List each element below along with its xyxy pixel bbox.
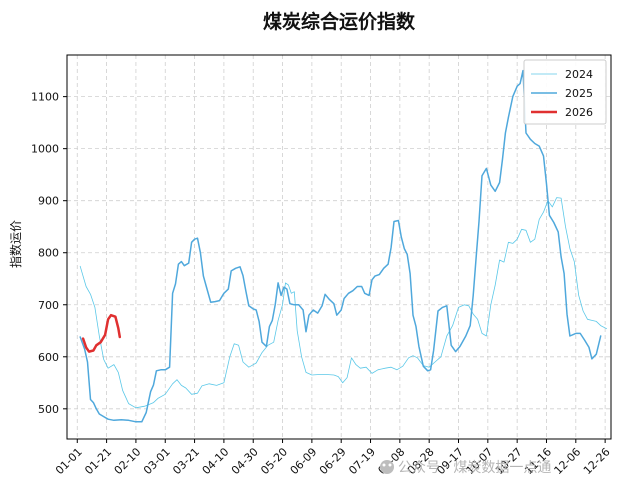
legend-label-2024: 2024	[565, 68, 593, 81]
legend: 2024 2025 2026	[523, 59, 607, 125]
x-tick-label: 04-30	[229, 445, 261, 477]
series-line-2024	[79, 197, 607, 409]
x-tick-label: 12-06	[552, 445, 584, 477]
watermark-logo-eye-icon	[382, 463, 386, 467]
series-line-2026	[81, 313, 122, 353]
plot-frame	[66, 54, 612, 440]
legend-box	[523, 59, 607, 125]
y-tick-label: 1000	[31, 143, 59, 156]
watermark-text: 公众号 · 煤炭数据一点通	[398, 460, 551, 476]
x-tick-label: 03-01	[141, 445, 173, 477]
series-line-2025	[79, 69, 602, 423]
y-tick-label: 600	[38, 351, 59, 364]
watermark-logo-icon	[380, 460, 394, 474]
chart-title: 煤炭综合运价指数	[263, 10, 416, 33]
x-tick-label: 04-10	[200, 445, 232, 477]
y-tick-label: 500	[38, 403, 59, 416]
x-tick-label: 03-21	[170, 445, 202, 477]
x-tick-label: 07-19	[346, 445, 378, 477]
x-tick-label: 06-29	[317, 445, 349, 477]
x-tick-label: 06-09	[288, 445, 320, 477]
watermark: 公众号 · 煤炭数据一点通	[380, 460, 551, 476]
x-tick-label: 01-01	[53, 445, 85, 477]
legend-label-2026: 2026	[565, 106, 593, 119]
grid	[67, 55, 611, 439]
series-layer	[79, 69, 607, 423]
watermark-logo-eye-icon	[388, 463, 392, 467]
y-tick-label: 1100	[31, 91, 59, 104]
x-tick-label: 05-20	[258, 445, 290, 477]
x-tick-label: 02-10	[112, 445, 144, 477]
x-tick-label: 01-21	[82, 445, 114, 477]
y-tick-label: 900	[38, 195, 59, 208]
y-tick-label: 800	[38, 247, 59, 260]
y-tick-label: 700	[38, 299, 59, 312]
y-axis-label: 指数运价	[8, 220, 23, 268]
legend-label-2025: 2025	[565, 87, 593, 100]
x-tick-label: 12-26	[581, 445, 613, 477]
